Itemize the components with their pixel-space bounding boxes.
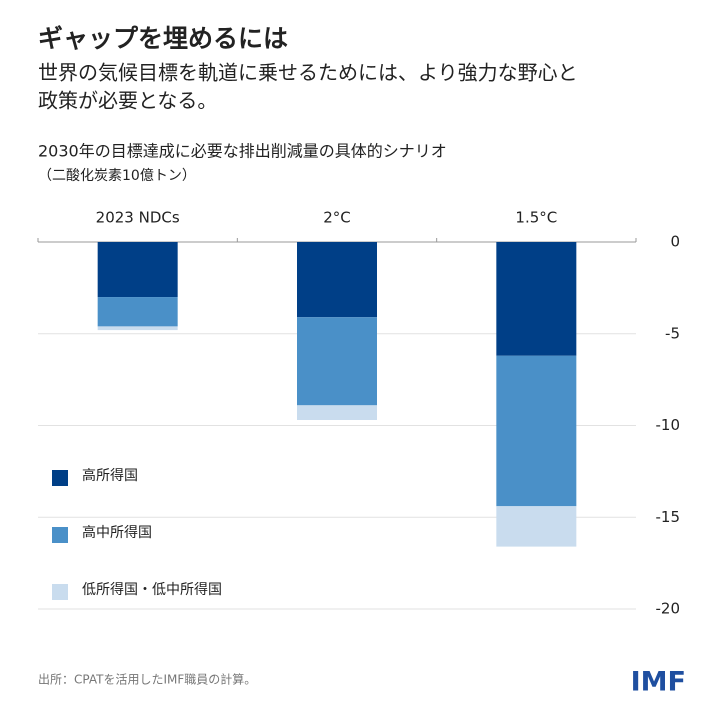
- bar-segment: [97, 242, 178, 298]
- legend-swatch: [52, 470, 68, 486]
- y-tick-label: -10: [656, 416, 681, 434]
- legend-swatch: [52, 584, 68, 600]
- bar-segment: [297, 317, 377, 406]
- x-tick-label: 2023 NDCs: [96, 209, 180, 227]
- bar-segment: [97, 297, 178, 327]
- bar-segment: [97, 326, 178, 331]
- chart-title: ギャップを埋めるには: [38, 24, 288, 53]
- y-tick-label: -15: [656, 508, 681, 526]
- y-tick-label: 0: [670, 233, 680, 251]
- bar-segment: [496, 506, 577, 547]
- x-tick-label: 1.5°C: [515, 209, 557, 227]
- subtitle: 世界の気候目標を軌道に乗せるためには、より強力な野心と: [38, 61, 578, 85]
- legend-swatch: [52, 527, 68, 543]
- legend-label: 高所得国: [82, 467, 138, 484]
- bar-segment: [297, 405, 377, 420]
- source: 出所：CPATを活用したIMF職員の計算。: [38, 672, 256, 687]
- subtitle: 政策が必要となる。: [38, 89, 217, 113]
- unit-label: （二酸化炭素10億トン）: [38, 168, 196, 184]
- legend-label: 低所得国・低中所得国: [82, 581, 222, 598]
- y-tick-label: -5: [665, 324, 680, 342]
- legend-label: 高中所得国: [82, 524, 152, 541]
- logo: IMF: [631, 667, 686, 698]
- x-tick-label: 2°C: [323, 209, 351, 227]
- bar-segment: [297, 242, 377, 318]
- bar-segment: [496, 355, 577, 507]
- y-tick-label: -20: [656, 600, 681, 618]
- bar-segment: [496, 242, 577, 356]
- plot-title: 2030年の目標達成に必要な排出削減量の具体的シナリオ: [38, 142, 447, 161]
